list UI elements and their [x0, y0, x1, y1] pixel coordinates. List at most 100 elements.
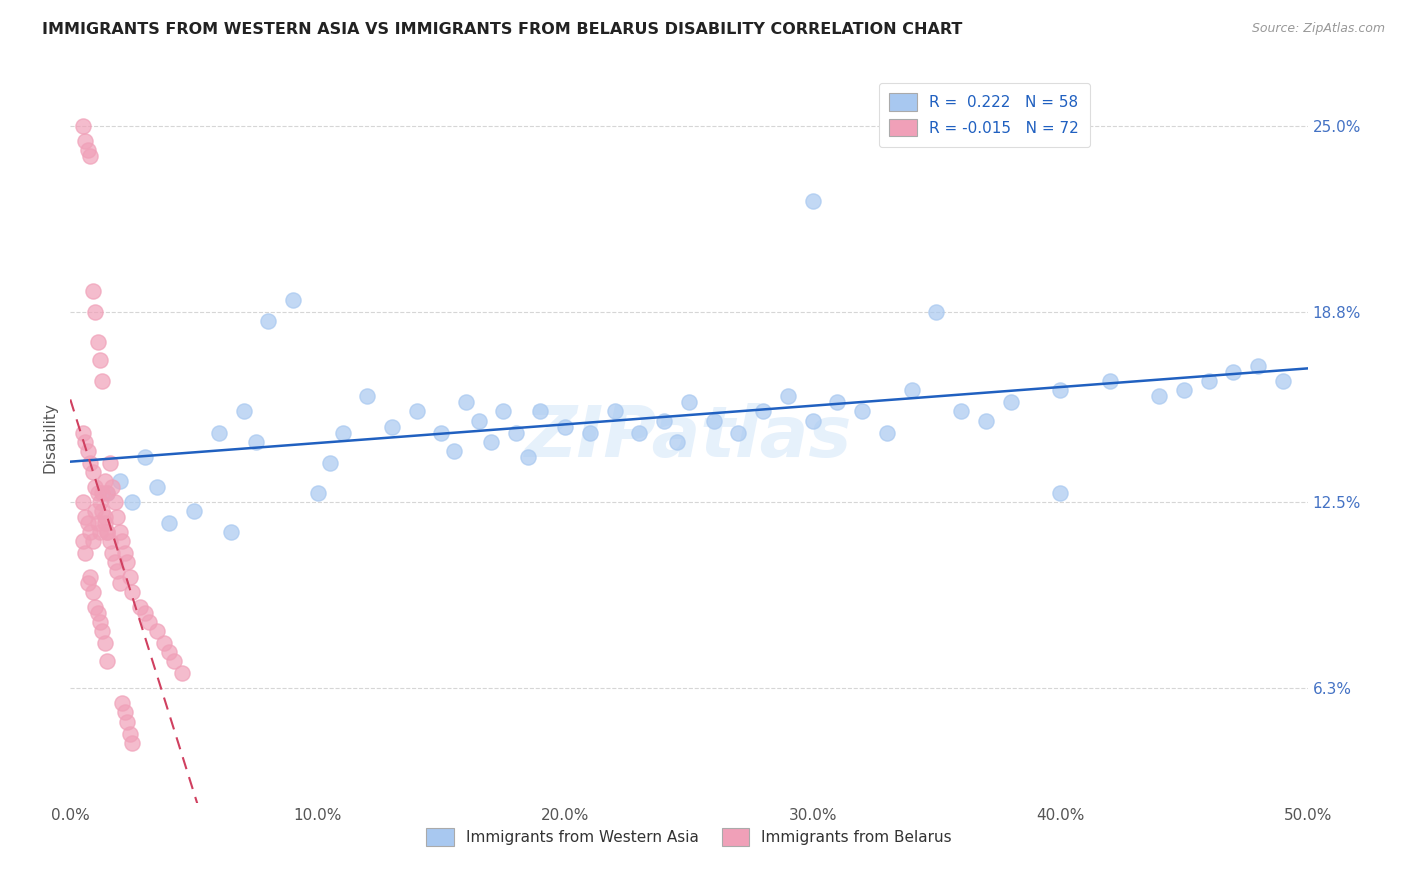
Point: [104, 495, 127, 509]
Point: [91, 504, 114, 518]
Point: [94, 474, 117, 488]
Point: [114, 546, 136, 560]
Point: [108, 474, 131, 488]
Point: [98, 456, 121, 470]
Point: [554, 419, 576, 434]
Point: [153, 636, 176, 650]
Point: [157, 645, 180, 659]
Point: [76, 516, 98, 530]
Point: [118, 726, 141, 740]
Point: [529, 404, 551, 418]
Point: [652, 413, 675, 427]
Point: [86, 485, 108, 500]
Point: [405, 404, 427, 418]
Point: [86, 335, 108, 350]
Point: [84, 480, 107, 494]
Legend: Immigrants from Western Asia, Immigrants from Belarus: Immigrants from Western Asia, Immigrants…: [419, 821, 959, 854]
Point: [89, 524, 111, 539]
Point: [1222, 365, 1244, 379]
Point: [76, 576, 98, 591]
Point: [111, 533, 134, 548]
Point: [115, 714, 138, 729]
Text: Source: ZipAtlas.com: Source: ZipAtlas.com: [1251, 22, 1385, 36]
Point: [128, 600, 150, 615]
Point: [84, 504, 107, 518]
Point: [801, 413, 824, 427]
Point: [75, 546, 97, 560]
Point: [170, 666, 193, 681]
Point: [232, 404, 254, 418]
Point: [96, 654, 118, 668]
Point: [115, 555, 138, 569]
Point: [105, 564, 128, 578]
Point: [479, 434, 502, 449]
Point: [851, 404, 873, 418]
Point: [1198, 375, 1220, 389]
Point: [82, 585, 104, 599]
Point: [91, 375, 114, 389]
Point: [72, 425, 94, 440]
Point: [89, 615, 111, 630]
Point: [776, 389, 799, 403]
Point: [517, 450, 540, 464]
Point: [89, 353, 111, 368]
Point: [72, 495, 94, 509]
Point: [827, 395, 849, 409]
Point: [91, 485, 114, 500]
Point: [727, 425, 749, 440]
Point: [86, 606, 108, 620]
Point: [75, 509, 97, 524]
Point: [82, 284, 104, 298]
Point: [1271, 375, 1294, 389]
Point: [1098, 375, 1121, 389]
Point: [163, 654, 186, 668]
Point: [900, 384, 922, 398]
Point: [319, 456, 342, 470]
Point: [94, 509, 117, 524]
Point: [96, 524, 118, 539]
Point: [579, 425, 602, 440]
Point: [456, 395, 478, 409]
Point: [430, 425, 453, 440]
Point: [101, 546, 124, 560]
Point: [208, 425, 231, 440]
Point: [467, 413, 489, 427]
Point: [1147, 389, 1170, 403]
Point: [1049, 384, 1071, 398]
Point: [96, 485, 118, 500]
Point: [79, 456, 101, 470]
Point: [72, 533, 94, 548]
Point: [121, 585, 143, 599]
Point: [96, 524, 118, 539]
Point: [356, 389, 378, 403]
Point: [1000, 395, 1022, 409]
Point: [381, 419, 404, 434]
Y-axis label: Disability: Disability: [42, 401, 58, 473]
Point: [104, 555, 127, 569]
Point: [101, 480, 124, 494]
Point: [505, 425, 527, 440]
Point: [114, 706, 136, 720]
Point: [111, 697, 134, 711]
Point: [96, 485, 118, 500]
Point: [75, 434, 97, 449]
Point: [974, 413, 997, 427]
Point: [86, 516, 108, 530]
Point: [82, 533, 104, 548]
Point: [84, 305, 107, 319]
Point: [603, 404, 626, 418]
Point: [89, 495, 111, 509]
Point: [98, 533, 121, 548]
Point: [134, 606, 156, 620]
Point: [84, 600, 107, 615]
Point: [94, 636, 117, 650]
Text: IMMIGRANTS FROM WESTERN ASIA VS IMMIGRANTS FROM BELARUS DISABILITY CORRELATION C: IMMIGRANTS FROM WESTERN ASIA VS IMMIGRAN…: [42, 22, 963, 37]
Point: [108, 576, 131, 591]
Point: [1247, 359, 1270, 374]
Point: [443, 443, 465, 458]
Point: [157, 516, 180, 530]
Point: [307, 485, 329, 500]
Point: [108, 524, 131, 539]
Point: [678, 395, 700, 409]
Point: [79, 524, 101, 539]
